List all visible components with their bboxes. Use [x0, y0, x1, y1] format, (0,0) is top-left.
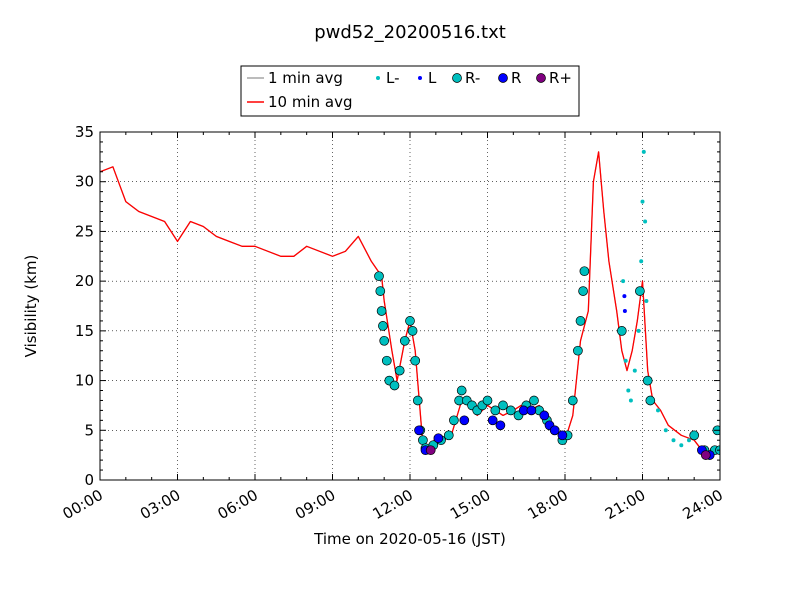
- series-point-rminus: [578, 286, 588, 296]
- legend-marker-l: [418, 76, 422, 80]
- series-point-lminus: [643, 219, 648, 224]
- legend-label-10-min-avg: 10 min avg: [268, 93, 353, 111]
- series-point-lminus: [632, 368, 637, 373]
- chart-legend: 1 min avg 10 min avg L- L R- R R+: [240, 65, 580, 117]
- y-tick-label: 20: [75, 272, 94, 290]
- legend-label-1-min-avg: 1 min avg: [268, 69, 343, 87]
- series-point-lminus: [641, 149, 646, 154]
- series-point-rminus: [399, 335, 410, 346]
- series-point-rminus: [405, 316, 415, 326]
- series-point-lminus: [640, 199, 645, 204]
- legend-marker-rminus: [452, 73, 462, 83]
- series-point-r: [487, 415, 498, 426]
- series-point-lminus: [656, 408, 660, 413]
- series-point-rminus: [379, 335, 390, 346]
- y-axis-label: Visibility (km): [22, 255, 40, 358]
- legend-marker-rplus: [536, 73, 546, 83]
- series-point-rminus: [529, 395, 539, 406]
- axis-ticks: [99, 131, 721, 481]
- series-point-rminus: [418, 435, 428, 446]
- y-tick-label: 25: [75, 222, 94, 240]
- series-point-rminus: [689, 430, 700, 441]
- series-point-rminus: [376, 306, 387, 316]
- series-point-lminus: [628, 398, 633, 403]
- series-point-rminus: [645, 395, 656, 406]
- series-point-r: [539, 410, 550, 421]
- series-point-r: [526, 405, 537, 416]
- series-point-r: [557, 430, 568, 441]
- legend-marker-lminus: [376, 76, 380, 80]
- series-point-rplus: [425, 445, 436, 456]
- legend-label-rminus: R-: [465, 69, 480, 87]
- series-point-rminus: [498, 400, 508, 411]
- legend-box: [240, 65, 580, 117]
- series-point-rminus: [505, 405, 516, 416]
- series-point-rminus: [635, 286, 645, 296]
- series-point-lminus: [644, 299, 649, 303]
- y-tick-labels: 0 5 10 15 20 25 30 35: [75, 123, 94, 489]
- y-tick-label: 35: [75, 123, 94, 141]
- series-point-rminus: [394, 365, 405, 376]
- series-point-r: [433, 433, 444, 444]
- series-point-rminus: [374, 271, 384, 282]
- series-point-rminus: [410, 355, 421, 366]
- legend-label-rplus: R+: [549, 69, 572, 87]
- series-point-rminus: [443, 430, 454, 441]
- series-point-rminus: [378, 321, 388, 331]
- series-point-lminus: [623, 358, 628, 363]
- series-point-rminus: [490, 405, 501, 416]
- series-point-rminus: [389, 380, 400, 391]
- series-point-rminus: [412, 395, 423, 406]
- y-tick-label: 10: [75, 372, 94, 390]
- series-point-lminus: [663, 428, 668, 433]
- series-point-rminus: [642, 375, 653, 386]
- legend-label-r: R: [511, 69, 521, 87]
- series-point-rminus: [407, 326, 418, 336]
- series-point-rminus: [375, 286, 386, 296]
- series-point-rminus: [456, 385, 467, 396]
- y-tick-label: 30: [75, 173, 94, 191]
- series-point-lminus: [621, 279, 626, 284]
- series-point-rplus: [700, 450, 711, 460]
- series-point-r: [414, 425, 424, 436]
- series-point-rminus: [482, 395, 493, 406]
- series-point-r: [459, 415, 470, 426]
- legend-label-l: L: [428, 69, 437, 87]
- series-layer: [100, 149, 720, 460]
- series-point-lminus: [679, 443, 684, 448]
- y-tick-label: 0: [84, 471, 94, 489]
- series-point-rminus: [567, 395, 578, 406]
- series-point-l: [622, 294, 627, 299]
- series-point-rminus: [573, 345, 583, 356]
- series-point-rminus: [575, 316, 586, 326]
- series-point-r: [495, 420, 506, 431]
- x-axis-label: Time on 2020-05-16 (JST): [313, 530, 506, 548]
- series-point-lminus: [636, 328, 641, 333]
- chart-title: pwd52_20200516.txt: [314, 22, 506, 43]
- series-point-l: [622, 309, 627, 313]
- y-tick-label: 5: [84, 421, 94, 439]
- series-point-rminus: [579, 266, 590, 277]
- series-point-lminus: [639, 259, 644, 264]
- legend-label-lminus: L-: [386, 69, 400, 87]
- series-point-rminus: [449, 415, 459, 426]
- series-point-lminus: [671, 438, 676, 443]
- series-point-rminus: [616, 326, 627, 336]
- y-tick-label: 15: [75, 322, 94, 340]
- series-point-r: [549, 425, 560, 436]
- series-point-rminus: [381, 355, 392, 366]
- series-point-lminus: [626, 388, 631, 393]
- series-point-lminus: [687, 438, 691, 443]
- legend-marker-r: [498, 73, 508, 83]
- grid-lines: [100, 132, 720, 480]
